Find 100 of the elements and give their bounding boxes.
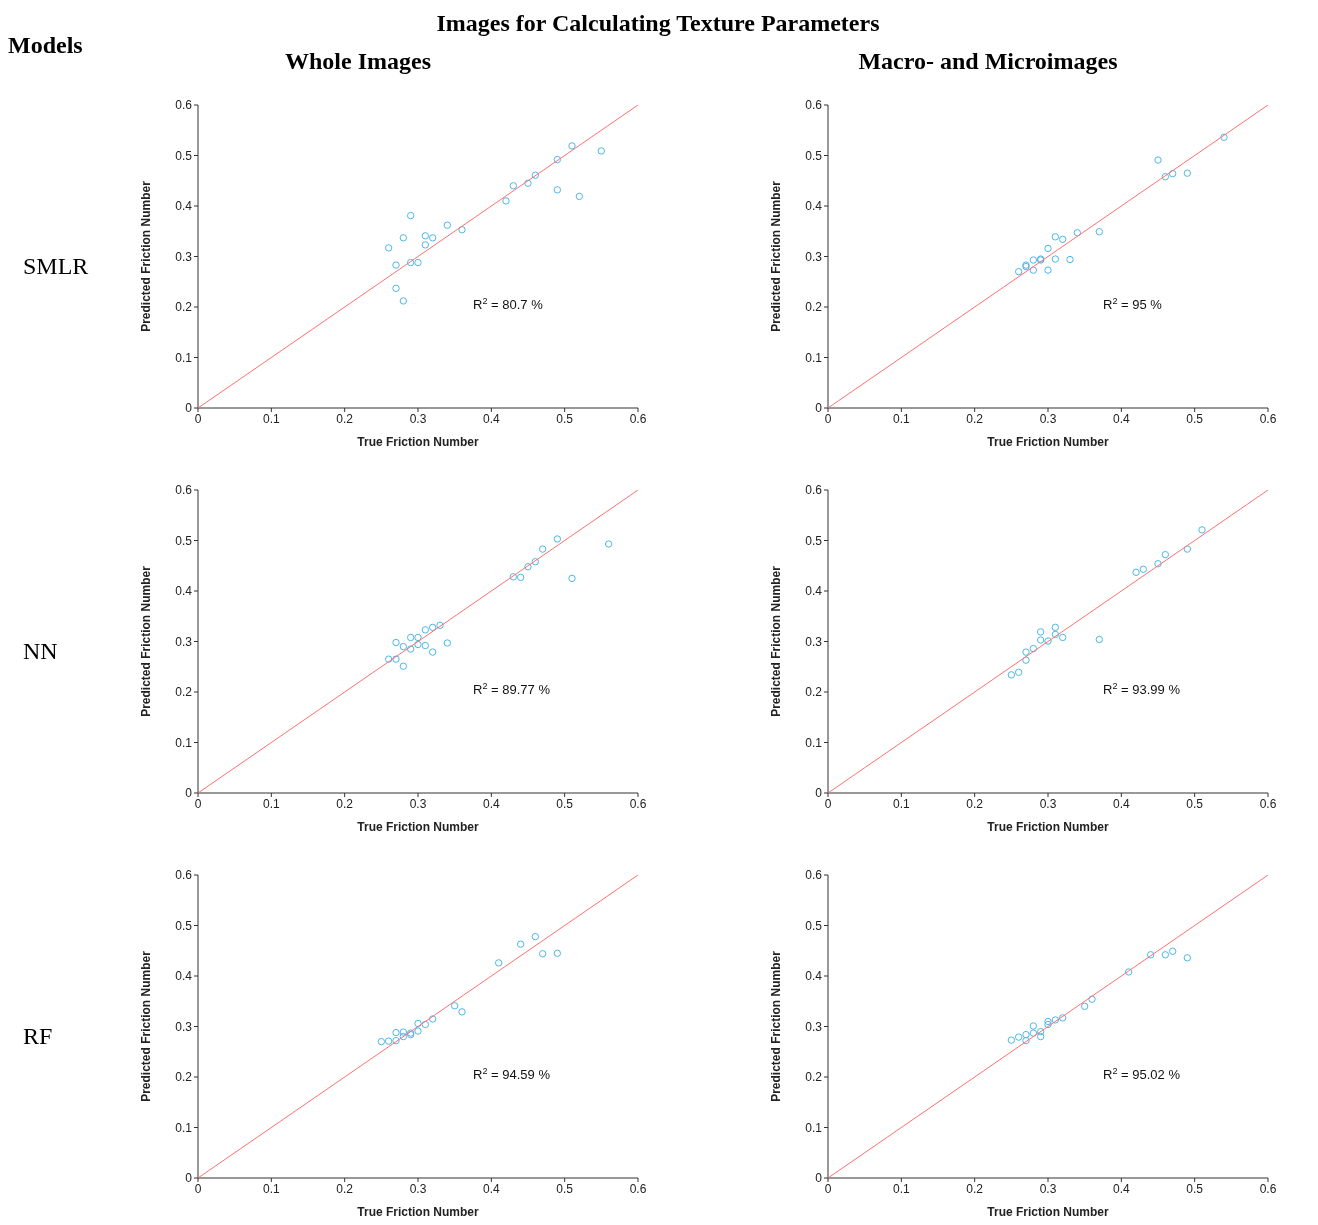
annotation: R$^{2}$ = 95 %: [1103, 296, 1163, 312]
point: [421, 241, 430, 249]
point: [1044, 244, 1052, 253]
x-tick-label: 0.5: [1186, 796, 1204, 811]
point: [443, 221, 452, 229]
point: [1044, 266, 1052, 274]
y-tick-label: 0.2: [175, 685, 193, 700]
point: [399, 1032, 408, 1041]
x-tick-label: 0.1: [262, 796, 280, 811]
point: [1066, 255, 1074, 264]
point: [1044, 1017, 1052, 1026]
y-tick-label: 0.6: [805, 98, 823, 113]
y-axis-title: Predicted Friction Number: [769, 950, 784, 1102]
point: [414, 1027, 422, 1035]
y-tick-label: 0: [815, 1171, 823, 1186]
point: [1220, 133, 1228, 142]
y-axis-title: Predicted Friction Number: [769, 180, 784, 332]
annotation: R$^{2}$ = 80.7 %: [473, 296, 544, 312]
point: [1095, 228, 1104, 236]
point: [392, 1036, 400, 1045]
point: [421, 641, 430, 650]
y-tick-label: 0.2: [805, 1070, 823, 1085]
x-tick-label: 0.2: [966, 411, 984, 426]
point: [1058, 633, 1067, 642]
point: [1029, 1029, 1038, 1037]
point: [597, 147, 606, 155]
point: [538, 545, 547, 553]
y-tick-label: 0.3: [175, 1019, 193, 1034]
chart-subtitle: Macro- and Microimages: [857, 48, 1119, 75]
y-tick-label: 0.4: [175, 969, 193, 984]
point: [553, 535, 562, 543]
point: [1022, 648, 1030, 656]
point: [1168, 947, 1177, 955]
point: [421, 626, 430, 634]
point: [1146, 951, 1155, 959]
y-tick-label: 0.5: [175, 533, 193, 548]
x-tick-label: 0.3: [1039, 411, 1057, 426]
point: [1161, 550, 1170, 559]
x-tick-label: 0.3: [1039, 796, 1057, 811]
x-tick-label: 0.2: [336, 1181, 354, 1196]
point: [384, 244, 393, 252]
point: [428, 648, 437, 656]
point: [399, 642, 408, 651]
point: [1007, 1036, 1016, 1044]
annotation: R$^{2}$ = 93.99 %: [1103, 681, 1181, 697]
point: [406, 211, 415, 220]
point: [414, 1019, 422, 1028]
x-tick-label: 0.6: [629, 796, 647, 811]
point: [406, 645, 415, 653]
x-axis-title: True Friction Number: [987, 435, 1109, 449]
y-tick-label: 0.5: [175, 148, 193, 163]
x-tick-label: 0.3: [409, 796, 427, 811]
y-tick-label: 0.1: [175, 735, 193, 750]
point: [1029, 256, 1038, 264]
point: [414, 258, 422, 267]
point: [1029, 266, 1038, 274]
point: [392, 655, 400, 663]
y-tick-label: 0.5: [805, 148, 823, 163]
y-axis-title: Predicted Friction Number: [139, 180, 154, 332]
y-tick-label: 0.3: [175, 634, 193, 649]
point: [406, 633, 415, 642]
x-tick-label: 0.1: [892, 1181, 910, 1196]
point: [1044, 1020, 1052, 1029]
point: [531, 558, 540, 566]
point: [392, 284, 400, 293]
x-tick-label: 0.1: [262, 1181, 280, 1196]
y-tick-label: 0: [185, 1171, 193, 1186]
y-tick-label: 0.6: [175, 98, 193, 113]
x-tick-label: 0.5: [1186, 1181, 1204, 1196]
point: [1022, 1036, 1030, 1045]
point: [553, 155, 562, 164]
point: [1058, 235, 1067, 244]
point: [531, 171, 540, 179]
point: [1036, 1032, 1045, 1041]
x-tick-label: 0.3: [409, 1181, 427, 1196]
y-tick-label: 0.1: [805, 735, 823, 750]
x-tick-label: 0.5: [556, 1181, 574, 1196]
x-tick-label: 0.2: [336, 411, 354, 426]
x-axis-title: True Friction Number: [987, 1205, 1109, 1219]
y-tick-label: 0.1: [805, 350, 823, 365]
y-tick-label: 0.4: [805, 969, 823, 984]
point: [414, 633, 422, 642]
y-tick-label: 0.2: [805, 685, 823, 700]
y-tick-label: 0.6: [805, 868, 823, 883]
y-tick-label: 0.5: [805, 918, 823, 933]
x-tick-label: 0.4: [482, 796, 500, 811]
y-tick-label: 0.6: [175, 483, 193, 498]
point: [1029, 644, 1038, 653]
x-tick-label: 0.6: [629, 1181, 647, 1196]
point: [1014, 668, 1023, 677]
point: [1154, 560, 1162, 568]
point: [1183, 169, 1192, 177]
point: [509, 182, 518, 190]
x-axis-title: True Friction Number: [987, 820, 1109, 834]
point: [1168, 169, 1177, 178]
point: [406, 258, 415, 267]
point: [1161, 951, 1170, 959]
point: [1029, 1022, 1038, 1030]
point: [1014, 267, 1023, 276]
point: [494, 959, 503, 967]
